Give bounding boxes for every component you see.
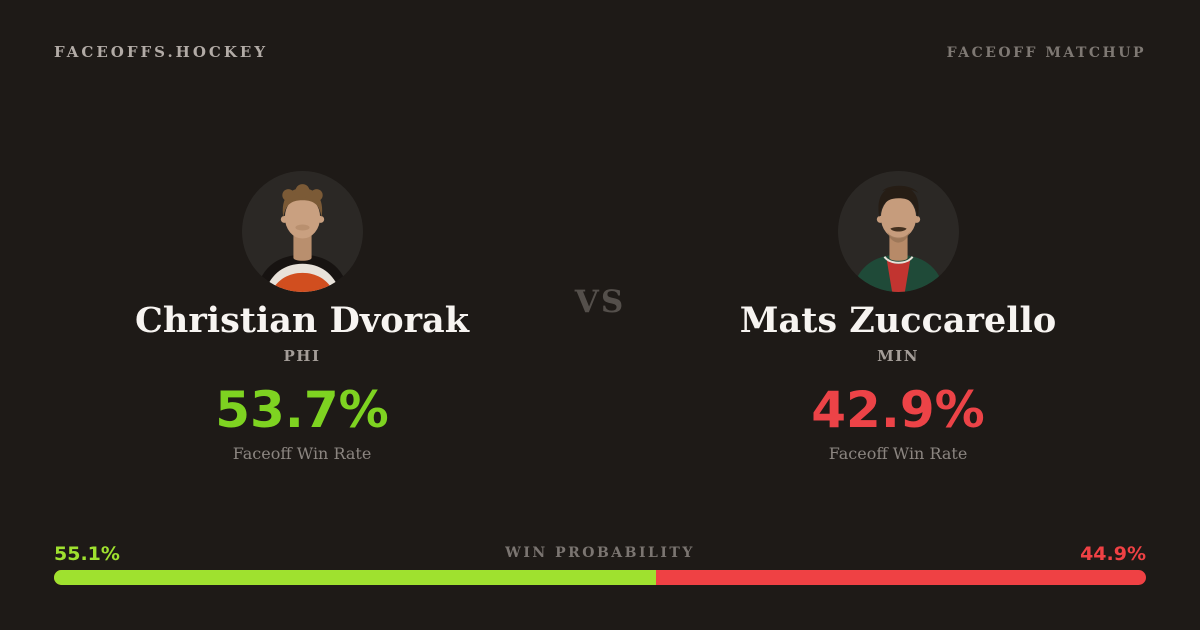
player-right-win-rate: 42.9%: [811, 380, 985, 439]
win-prob-bar-left: [54, 570, 656, 585]
player-left-name: Christian Dvorak: [135, 300, 469, 341]
christian-dvorak-photo: [241, 171, 363, 292]
win-prob-bar: [54, 570, 1146, 585]
win-prob-right-label: 44.9%: [1080, 543, 1146, 565]
win-probability-title: WIN PROBABILITY: [505, 545, 695, 561]
player-left-avatar: [241, 171, 363, 292]
player-right-name: Mats Zuccarello: [739, 300, 1057, 341]
player-left-win-rate: 53.7%: [215, 380, 389, 439]
player-right-team: MIN: [877, 346, 919, 365]
header: FACEOFFS.HOCKEY FACEOFF MATCHUP: [54, 43, 1146, 61]
page-label: FACEOFF MATCHUP: [946, 45, 1146, 61]
vs-label: VS: [574, 284, 626, 320]
mats-zuccarello-photo: [837, 171, 959, 292]
win-prob-left-label: 55.1%: [54, 543, 120, 565]
brand-wordmark: FACEOFFS.HOCKEY: [54, 43, 269, 61]
win-probability-labels: 55.1% WIN PROBABILITY 44.9%: [54, 543, 1146, 565]
player-right-avatar: [837, 171, 959, 292]
player-right-stat-label: Faceoff Win Rate: [828, 443, 968, 463]
player-card-right: Mats Zuccarello MIN 42.9% Faceoff Win Ra…: [678, 171, 1118, 463]
player-card-left: Christian Dvorak PHI 53.7% Faceoff Win R…: [82, 171, 522, 463]
player-left-team: PHI: [283, 346, 321, 365]
player-left-stat-label: Faceoff Win Rate: [232, 443, 372, 463]
